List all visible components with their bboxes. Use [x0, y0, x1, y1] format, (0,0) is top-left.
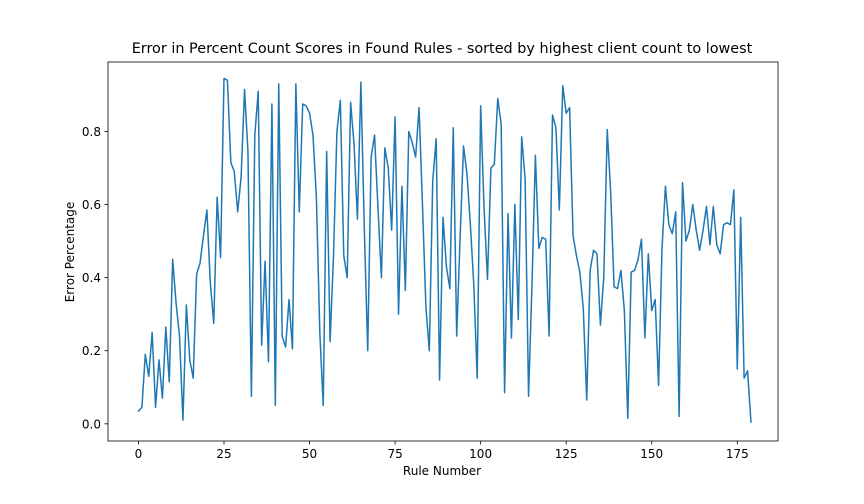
chart-title: Error in Percent Count Scores in Found R…	[132, 41, 753, 57]
y-tick-label: 0.8	[82, 125, 101, 139]
x-tick-label: 100	[469, 447, 492, 461]
axes: 0 25 50 75 100 125 150 175 0.0 0.2 0.4 0.6 0.8	[82, 61, 779, 461]
x-tick-label: 75	[387, 447, 402, 461]
y-tick-label: 0.6	[82, 198, 101, 212]
y-tick-label: 0.2	[82, 344, 101, 358]
x-tick-label: 175	[726, 447, 749, 461]
y-axis-title: Error Percentage	[63, 202, 77, 303]
y-tick-label: 0.4	[82, 271, 101, 285]
x-tick-label: 150	[640, 447, 663, 461]
x-tick-label: 50	[302, 447, 317, 461]
x-tick-label: 25	[216, 447, 231, 461]
x-axis-title: Rule Number	[403, 464, 481, 478]
x-tick-label: 125	[555, 447, 578, 461]
x-tick-label: 0	[135, 447, 143, 461]
plot-area	[137, 77, 752, 423]
axes-frame	[107, 61, 779, 442]
series-line-0	[137, 77, 752, 423]
y-tick-label: 0.0	[82, 417, 101, 431]
